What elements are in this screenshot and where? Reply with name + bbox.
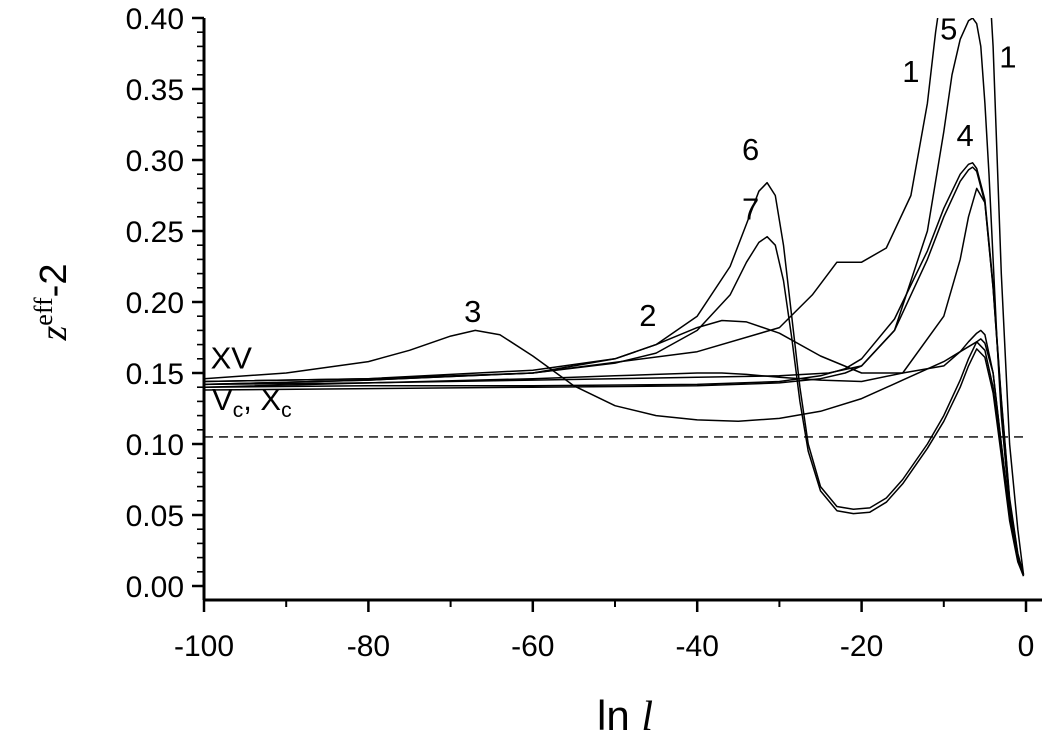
curve-label: 2 [639,298,656,333]
x-axis-title-prefix: ln [597,692,641,737]
x-tick-label: -40 [676,630,719,663]
curve-label: 5 [940,11,957,46]
y-tick-label: 0.30 [126,145,184,178]
curve-label: 1 [999,40,1016,75]
series-line-1 [204,18,1025,575]
y-tick-label: 0.25 [126,216,184,249]
series-line-8 [204,187,1025,575]
x-tick-label: 0 [1018,630,1035,663]
y-tick-label: 0.10 [126,429,184,462]
y-axis-title-suffix: -2 [33,264,75,298]
y-tick-label: 0.20 [126,287,184,320]
curve-label: 4 [957,118,974,153]
y-axis-title: zeff-2 [29,264,75,342]
y-tick-label: 0.00 [126,571,184,604]
series-line-5 [204,18,1025,575]
series-line-4b [204,162,1025,575]
y-axis-title-base: z [33,325,75,341]
series-line-4 [204,166,1025,575]
curve-label: 3 [464,294,481,329]
y-axis-title-sup: eff [29,297,58,326]
curve-label: 1 [902,54,919,89]
x-tick-label: -20 [840,630,883,663]
curve-label: 7 [742,192,759,227]
x-tick-label: -60 [511,630,554,663]
y-tick-label: 0.15 [126,358,184,391]
label-vc-xc: Vc, Xc [212,382,292,422]
x-tick-label: -100 [174,630,234,663]
x-axis-title: ln l [597,692,653,737]
y-tick-label: 0.05 [126,500,184,533]
x-axis-title-var: l [641,694,653,737]
series-line-7 [204,235,1025,577]
series-line-6 [204,181,1025,577]
curve-label: 6 [742,132,759,167]
curves [204,18,1026,577]
axes: -100 -80 -60 -40 -20 0 0.00 0.05 0.10 0.15 0.20 0.2… [126,3,1042,663]
y-tick-label: 0.40 [126,3,184,36]
series-line-3 [204,329,1025,575]
y-tick-label: 0.35 [126,74,184,107]
curve-label: XV [211,341,253,376]
x-tick-label: -80 [347,630,390,663]
